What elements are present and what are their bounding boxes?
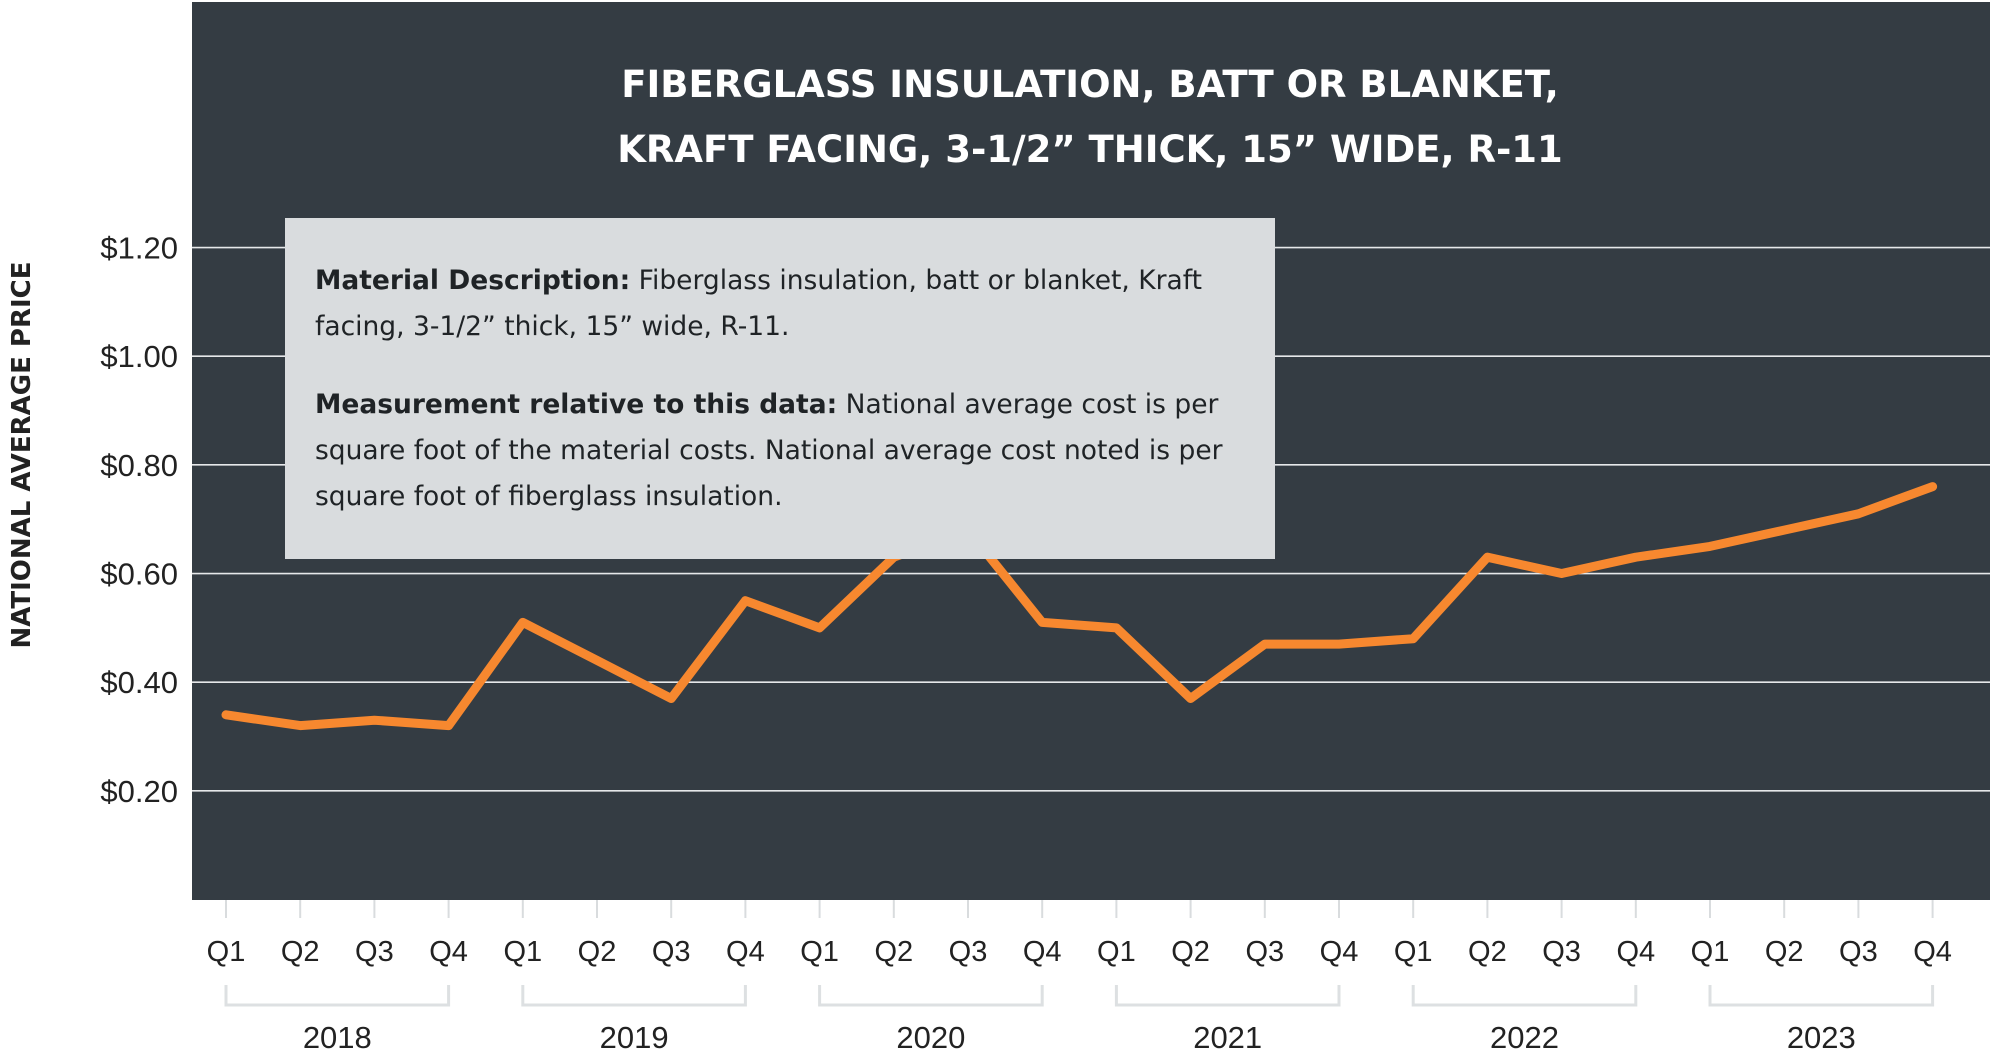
y-tick-label: $0.80 bbox=[100, 448, 178, 483]
x-tick-label: Q2 bbox=[281, 936, 320, 968]
year-bracket bbox=[1114, 985, 1341, 1007]
year-label: 2023 bbox=[1787, 1020, 1856, 1055]
x-tick-label: Q4 bbox=[726, 936, 765, 968]
year-label: 2022 bbox=[1490, 1020, 1559, 1055]
info-box: Material Description: Fiberglass insulat… bbox=[285, 218, 1275, 559]
year-label: 2019 bbox=[600, 1020, 669, 1055]
x-tick-label: Q2 bbox=[1765, 936, 1804, 968]
data-point bbox=[744, 599, 747, 602]
x-tick-label: Q1 bbox=[1097, 936, 1136, 968]
x-tick-label: Q1 bbox=[207, 936, 246, 968]
data-point bbox=[1486, 556, 1489, 559]
x-axis-ticks: Q1 Q2 Q3 Q4 Q1 Q2 Q3 Q4 Q1 Q2 Q3 Q4 Q1 Q2 Q3 Q4 Q1 Q2 Q3 Q4… bbox=[207, 900, 1952, 968]
x-tick-label: Q4 bbox=[1913, 936, 1952, 968]
x-tick-label: Q3 bbox=[355, 936, 394, 968]
x-tick-label: Q3 bbox=[949, 936, 988, 968]
year-label: 2020 bbox=[896, 1020, 965, 1055]
data-point bbox=[225, 713, 227, 716]
year-bracket bbox=[1411, 985, 1638, 1007]
x-tick-label: Q4 bbox=[1023, 936, 1062, 968]
y-tick-label: $1.20 bbox=[100, 231, 178, 266]
data-point bbox=[1783, 529, 1786, 532]
measurement-note: Measurement relative to this data: Natio… bbox=[315, 382, 1245, 520]
data-point bbox=[299, 724, 302, 727]
x-tick-label: Q2 bbox=[874, 936, 913, 968]
year-brackets bbox=[224, 985, 1935, 1007]
data-point bbox=[596, 659, 598, 662]
x-tick-label: Q4 bbox=[1320, 936, 1359, 968]
x-tick-label: Q1 bbox=[800, 936, 839, 968]
y-tick-label: $0.60 bbox=[100, 557, 178, 592]
data-point bbox=[670, 697, 673, 700]
data-point bbox=[1338, 643, 1340, 646]
y-tick-label: $1.00 bbox=[100, 339, 178, 374]
data-point bbox=[1857, 512, 1860, 515]
data-point bbox=[1189, 697, 1192, 700]
y-axis-ticks: $0.20 $0.40 $0.60 $0.80 $1.00 $1.20 bbox=[100, 231, 178, 809]
year-bracket bbox=[1708, 985, 1935, 1007]
material-description-label: Material Description: bbox=[315, 265, 631, 296]
y-tick-label: $0.40 bbox=[100, 665, 178, 700]
data-point bbox=[373, 719, 376, 722]
year-bracket bbox=[224, 985, 451, 1007]
year-labels: 2018 2019 2020 2021 2022 2023 bbox=[303, 1020, 1856, 1055]
x-tick-label: Q4 bbox=[429, 936, 468, 968]
data-point bbox=[818, 626, 821, 629]
x-tick-label: Q1 bbox=[1691, 936, 1730, 968]
x-tick-label: Q2 bbox=[1171, 936, 1210, 968]
x-tick-label: Q3 bbox=[1839, 936, 1878, 968]
year-label: 2021 bbox=[1193, 1020, 1262, 1055]
data-point bbox=[1115, 626, 1118, 629]
year-label: 2018 bbox=[303, 1020, 372, 1055]
chart-title-line-2: KRAFT FACING, 3-1/2” THICK, 15” WIDE, R-… bbox=[617, 128, 1563, 171]
material-description-text: Fiberglass insulation, batt or blanket, … bbox=[315, 265, 1203, 342]
data-point bbox=[1560, 572, 1563, 575]
series-line bbox=[221, 482, 1938, 731]
data-point bbox=[1263, 643, 1266, 646]
data-point bbox=[1709, 545, 1711, 548]
series-line-layer bbox=[221, 482, 1938, 731]
data-point bbox=[1634, 556, 1637, 559]
data-point bbox=[1931, 485, 1934, 488]
chart-title-line-1: FIBERGLASS INSULATION, BATT OR BLANKET, bbox=[621, 63, 1559, 106]
year-bracket bbox=[818, 985, 1044, 1007]
measurement-note-text: National average cost is per square foot… bbox=[315, 389, 1223, 512]
x-tick-label: Q3 bbox=[652, 936, 691, 968]
data-point bbox=[1041, 621, 1044, 624]
year-bracket bbox=[521, 985, 747, 1007]
x-tick-label: Q3 bbox=[1245, 936, 1284, 968]
data-point bbox=[447, 724, 450, 727]
data-point bbox=[1412, 637, 1415, 640]
measurement-note-label: Measurement relative to this data: bbox=[315, 389, 838, 420]
x-tick-label: Q4 bbox=[1616, 936, 1655, 968]
material-description: Material Description: Fiberglass insulat… bbox=[315, 258, 1245, 350]
data-point bbox=[521, 621, 524, 624]
x-tick-label: Q3 bbox=[1542, 936, 1581, 968]
y-axis-label: NATIONAL AVERAGE PRICE bbox=[7, 261, 37, 648]
x-tick-label: Q1 bbox=[503, 936, 542, 968]
x-tick-label: Q2 bbox=[1468, 936, 1507, 968]
y-tick-label: $0.20 bbox=[100, 774, 178, 809]
x-tick-label: Q1 bbox=[1394, 936, 1433, 968]
x-tick-label: Q2 bbox=[578, 936, 617, 968]
